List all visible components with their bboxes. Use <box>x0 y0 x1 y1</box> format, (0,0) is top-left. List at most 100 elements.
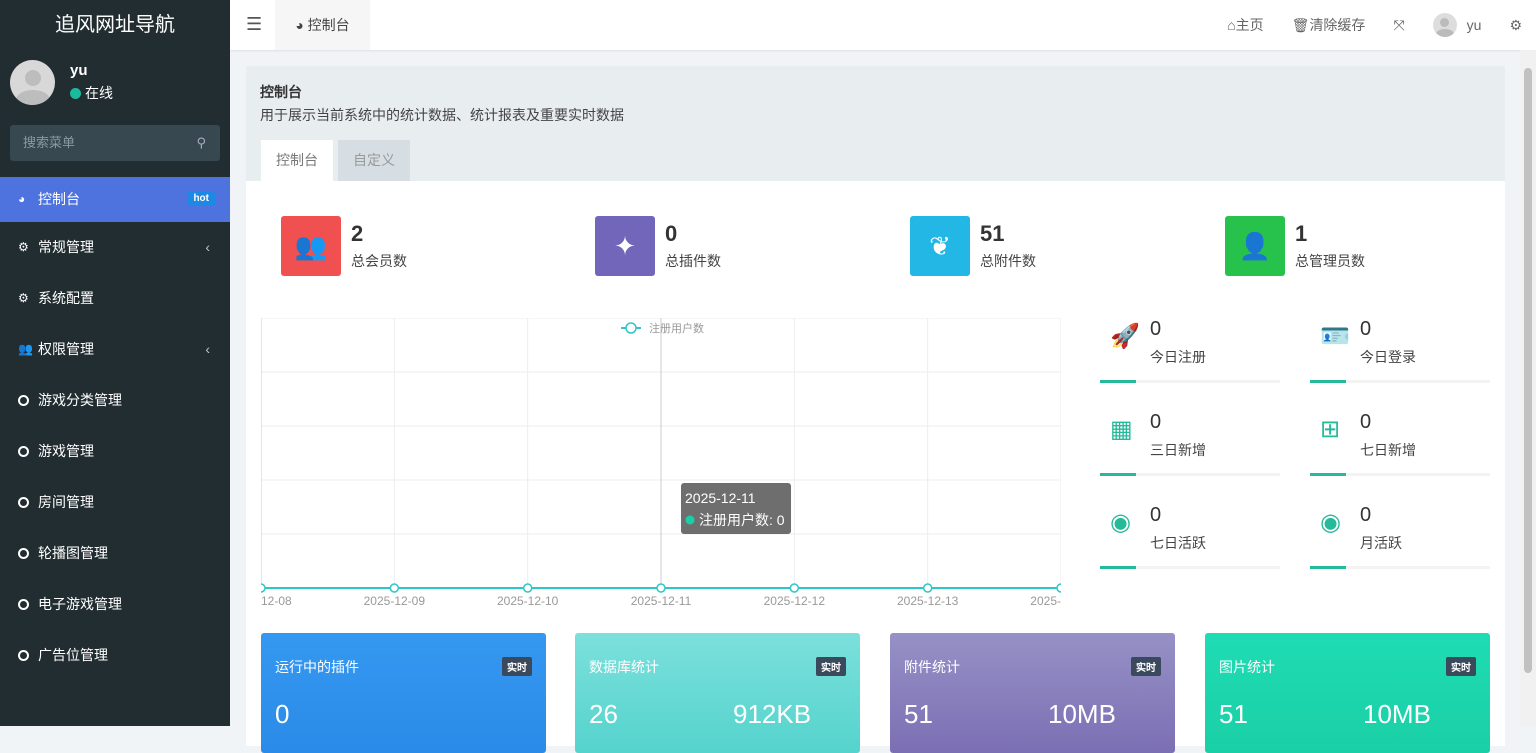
x-tick-label: 2025-12-13 <box>897 594 959 608</box>
id-card-icon: 🪪 <box>1320 323 1350 350</box>
sidebar-item-config[interactable]: ⚙ 系统配置 <box>0 273 230 324</box>
hot-badge: hot <box>187 192 215 206</box>
realtime-badge: 实时 <box>1446 657 1476 676</box>
tab-custom[interactable]: 自定义 <box>338 140 410 181</box>
quick-stat-value: 0 <box>1150 411 1162 433</box>
sidebar-item-game-category[interactable]: 游戏分类管理 <box>0 375 230 426</box>
sidebar-item-room[interactable]: 房间管理 <box>0 477 230 528</box>
stat-label: 总插件数 <box>665 253 721 269</box>
logo[interactable]: 追风网址导航 <box>55 14 175 36</box>
progress-bar <box>1100 380 1280 383</box>
data-point <box>1056 583 1061 593</box>
stat-value: 2 <box>351 221 364 246</box>
page-description: 用于展示当前系统中的统计数据、统计报表及重要实时数据 <box>260 107 624 123</box>
x-tick-label: 2025-12-10 <box>497 594 559 608</box>
quick-stat: 🚀 0 今日注册 <box>1100 318 1280 388</box>
settings-icon[interactable]: ⚙ <box>1509 16 1522 33</box>
data-point <box>389 583 400 593</box>
magic-wand-icon: ✦ <box>595 216 655 276</box>
sidebar-item-game[interactable]: 游戏管理 <box>0 426 230 477</box>
realtime-badge: 实时 <box>1131 657 1161 676</box>
card-title: 图片统计 <box>1219 659 1275 675</box>
progress-bar <box>1100 566 1280 569</box>
menu-toggle-icon[interactable]: ☰ <box>246 14 263 34</box>
quick-stat: ⊞ 0 七日新增 <box>1310 411 1490 481</box>
sidebar-item-ads[interactable]: 广告位管理 <box>0 630 230 681</box>
sidebar-item-general[interactable]: ⚙ 常规管理 ‹ <box>0 222 230 273</box>
sidebar-item-label: 游戏管理 <box>38 443 94 459</box>
quick-stat-value: 0 <box>1150 504 1162 526</box>
stat-admins: 👤 1 总管理员数 <box>1225 216 1365 276</box>
data-point <box>261 583 266 593</box>
quick-stat-label: 七日活跃 <box>1150 535 1206 551</box>
home-icon: ⌂ <box>1227 17 1236 33</box>
sidebar-item-dashboard[interactable]: ◕ 控制台 hot <box>0 177 230 222</box>
quick-stat: 🪪 0 今日登录 <box>1310 318 1490 388</box>
quick-stat: ▦ 0 三日新增 <box>1100 411 1280 481</box>
trash-icon: 🗑 <box>1291 16 1310 33</box>
stat-value: 51 <box>980 221 1005 246</box>
stat-value: 1 <box>1295 221 1308 246</box>
search-icon[interactable]: ⚲ <box>196 135 206 150</box>
registration-line-chart[interactable]: 2025-12-08 2025-12-09 2025-12-10 2025-12-11… <box>261 318 1061 608</box>
top-navbar: ☰ ◕ 控制台 ⌂ 主页 🗑 清除缓存 ⤧ yu ⚙ <box>230 0 1536 50</box>
tab-dashboard[interactable]: ◕ 控制台 <box>275 0 370 50</box>
page-title: 控制台 <box>260 84 302 100</box>
search-placeholder: 搜索菜单 <box>23 135 76 150</box>
quick-stat: ◉ 0 七日活跃 <box>1100 504 1280 574</box>
stat-label: 总管理员数 <box>1295 253 1365 269</box>
circle-icon <box>18 599 29 610</box>
tooltip <box>681 483 791 534</box>
sidebar-item-label: 电子游戏管理 <box>38 596 122 612</box>
sidebar-item-label: 轮播图管理 <box>38 545 108 561</box>
circle-icon <box>18 395 29 406</box>
quick-stat-label: 七日新增 <box>1360 442 1416 458</box>
dashboard-icon: ◕ <box>295 17 308 33</box>
sidebar: 追风网址导航 yu 在线 搜索菜单 ⚲ ◕ 控制台 hot ⚙ 常规管理 ‹ ⚙ 系统配置 … <box>0 0 230 726</box>
menu-search-input[interactable]: 搜索菜单 ⚲ <box>10 125 220 161</box>
user-circle-icon: ◉ <box>1110 509 1131 536</box>
home-link[interactable]: ⌂ 主页 <box>1227 15 1263 35</box>
users-icon: 👥 <box>281 216 341 276</box>
realtime-badge: 实时 <box>816 657 846 676</box>
scrollbar[interactable] <box>1520 50 1536 726</box>
tab-dashboard[interactable]: 控制台 <box>261 140 333 181</box>
quick-stat-value: 0 <box>1360 504 1372 526</box>
data-point <box>789 583 800 593</box>
progress-bar <box>1310 380 1490 383</box>
sidebar-item-auth[interactable]: 👥 权限管理 ‹ <box>0 324 230 375</box>
tooltip-title: 2025-12-11 <box>685 490 756 506</box>
card-value: 0 <box>275 699 290 729</box>
quick-stat-value: 0 <box>1150 318 1162 340</box>
sidebar-item-label: 游戏分类管理 <box>38 392 122 408</box>
x-tick-label: 2025-12-09 <box>364 594 426 608</box>
card-database: 数据库统计 实时 26 912KB <box>575 633 860 753</box>
card-title: 附件统计 <box>904 659 960 675</box>
x-tick-label: 2025-12-08 <box>261 594 292 608</box>
card-value: 51 <box>1219 699 1248 729</box>
legend-label: 注册用户数 <box>649 321 704 335</box>
rocket-icon: 🚀 <box>1110 323 1140 350</box>
calendar-plus-icon: ⊞ <box>1320 416 1341 443</box>
clear-cache-button[interactable]: 🗑 清除缓存 <box>1292 15 1366 35</box>
user-menu[interactable]: yu <box>1432 13 1481 37</box>
quick-stat-label: 今日注册 <box>1150 349 1206 365</box>
quick-stat-label: 月活跃 <box>1360 535 1402 551</box>
sidebar-item-carousel[interactable]: 轮播图管理 <box>0 528 230 579</box>
quick-stat-label: 三日新增 <box>1150 442 1206 458</box>
sidebar-item-label: 控制台 <box>38 191 80 207</box>
home-label: 主页 <box>1235 17 1264 33</box>
scrollbar-thumb[interactable] <box>1524 68 1532 673</box>
sidebar-menu: ◕ 控制台 hot ⚙ 常规管理 ‹ ⚙ 系统配置 👥 权限管理 ‹ 游戏分类管理 游戏管理 … <box>0 177 230 681</box>
stat-label: 总附件数 <box>980 253 1036 269</box>
sidebar-item-egame[interactable]: 电子游戏管理 <box>0 579 230 630</box>
fullscreen-icon[interactable]: ⤧ <box>1393 16 1405 33</box>
progress-bar <box>1310 566 1490 569</box>
dashboard-panel: 控制台 用于展示当前系统中的统计数据、统计报表及重要实时数据 控制台 自定义 👥… <box>246 66 1505 753</box>
cog-icon: ⚙ <box>18 291 29 305</box>
stat-members: 👥 2 总会员数 <box>281 216 407 276</box>
card-images: 图片统计 实时 51 10MB <box>1205 633 1490 753</box>
user-icon: 👤 <box>1225 216 1285 276</box>
stat-value: 0 <box>665 221 678 246</box>
x-tick-label: 2025-12-12 <box>764 594 826 608</box>
